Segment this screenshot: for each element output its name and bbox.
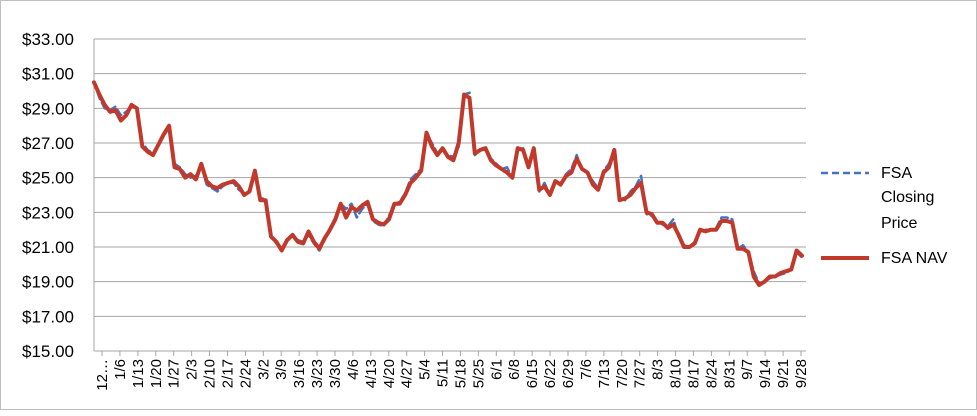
x-tick-label: 6/29 xyxy=(560,359,577,388)
y-tick-label: $25.00 xyxy=(22,169,74,188)
y-tick-label: $27.00 xyxy=(22,134,74,153)
x-tick-label: 6/15 xyxy=(524,359,541,388)
legend-label: FSA xyxy=(881,165,912,182)
x-tick-label: 8/17 xyxy=(685,359,702,388)
x-tick-label: 3/2 xyxy=(255,359,272,380)
x-tick-label: 6/8 xyxy=(506,359,523,380)
x-tick-label: 2/24 xyxy=(237,359,254,388)
legend: FSA Closing Price FSA NAV xyxy=(821,165,948,267)
x-tick-label: 1/20 xyxy=(148,359,165,388)
y-tick-label: $17.00 xyxy=(22,307,74,326)
series-line-closing-price xyxy=(92,81,804,285)
legend-label: FSA NAV xyxy=(881,250,948,267)
x-tick-label: 3/16 xyxy=(291,359,308,388)
x-tick-label: 5/11 xyxy=(435,359,452,387)
x-tick-label: 8/3 xyxy=(650,359,667,380)
x-tick-label: 9/14 xyxy=(757,359,774,388)
x-tick-label: 7/6 xyxy=(578,359,595,380)
legend-label: Closing xyxy=(881,189,934,206)
x-tick-label: 1/6 xyxy=(112,359,129,380)
y-tick-label: $33.00 xyxy=(22,30,74,49)
legend-label: Price xyxy=(881,215,918,232)
x-tick-label: 7/13 xyxy=(596,359,613,388)
x-tick-label: 9/28 xyxy=(793,359,810,388)
x-tick-label: 12… xyxy=(94,359,111,391)
x-axis-ticks: 12… 1/6 1/13 1/20 1/27 2/3 2/10 2/17 2/24 3/2 3/9 3… xyxy=(94,351,810,391)
x-tick-label: 6/22 xyxy=(542,359,559,388)
x-tick-label: 8/10 xyxy=(668,359,685,388)
x-tick-label: 5/18 xyxy=(452,359,469,388)
x-tick-label: 3/9 xyxy=(273,359,290,380)
x-tick-label: 8/31 xyxy=(721,359,738,388)
y-tick-label: $29.00 xyxy=(22,99,74,118)
x-tick-label: 5/4 xyxy=(417,359,434,380)
x-tick-label: 3/23 xyxy=(309,359,326,388)
y-tick-label: $15.00 xyxy=(22,342,74,361)
x-tick-label: 7/20 xyxy=(614,359,631,388)
y-tick-label: $19.00 xyxy=(22,273,74,292)
x-tick-label: 4/6 xyxy=(345,359,362,380)
x-tick-label: 9/21 xyxy=(775,359,792,388)
x-tick-label: 6/1 xyxy=(488,359,505,380)
x-tick-label: 9/7 xyxy=(739,359,756,380)
x-tick-label: 4/27 xyxy=(399,359,416,388)
y-tick-label: $21.00 xyxy=(22,238,74,257)
x-tick-label: 1/13 xyxy=(130,359,147,388)
x-tick-label: 5/25 xyxy=(470,359,487,388)
x-tick-label: 8/24 xyxy=(703,359,720,388)
x-tick-label: 3/30 xyxy=(327,359,344,388)
x-tick-label: 2/17 xyxy=(219,359,236,388)
y-axis-ticks: $15.00 $17.00 $19.00 $21.00 $23.00 $25.00 $27.… xyxy=(22,30,74,361)
gridlines xyxy=(93,38,806,352)
series-line-nav xyxy=(92,80,804,288)
y-tick-label: $23.00 xyxy=(22,203,74,222)
x-tick-label: 2/10 xyxy=(202,359,219,388)
x-tick-label: 4/13 xyxy=(363,359,380,388)
x-tick-label: 7/27 xyxy=(632,359,649,388)
x-tick-label: 4/20 xyxy=(381,359,398,388)
series-lines xyxy=(92,80,804,288)
x-tick-label: 2/3 xyxy=(184,359,201,380)
y-tick-label: $31.00 xyxy=(22,65,74,84)
x-tick-label: 1/27 xyxy=(166,359,183,388)
